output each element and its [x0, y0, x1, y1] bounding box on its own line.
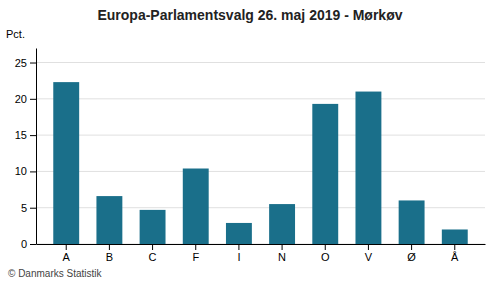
axis-line — [36, 49, 37, 245]
tick-mark — [454, 244, 455, 250]
tick-mark — [66, 244, 67, 250]
tick-mark — [30, 171, 36, 172]
y-axis: 0 5 10 15 20 25 — [15, 49, 37, 251]
footer: © Danmarks Statistik — [8, 268, 103, 279]
bar — [399, 200, 425, 244]
tick-mark — [109, 244, 110, 250]
tick-mark — [368, 244, 369, 250]
tick: 20 — [15, 93, 36, 105]
y-label: Pct. — [6, 28, 25, 40]
tick: Å — [451, 244, 459, 263]
tick: A — [63, 244, 71, 263]
grid-line — [36, 62, 485, 63]
bar — [269, 204, 295, 244]
tick-mark — [30, 208, 36, 209]
tick-label: A — [63, 251, 71, 263]
tick-mark — [30, 63, 36, 64]
tick: B — [106, 244, 113, 263]
tick-label: 20 — [15, 93, 27, 105]
bar — [442, 229, 468, 244]
tick-mark — [152, 244, 153, 250]
tick-label: I — [237, 251, 240, 263]
tick-label: C — [149, 251, 157, 263]
tick-mark — [195, 244, 196, 250]
axis-line — [37, 244, 486, 245]
grid-line — [36, 135, 485, 136]
grid — [36, 63, 485, 244]
tick-label: O — [321, 251, 330, 263]
tick-label: Ø — [407, 251, 416, 263]
bar — [312, 104, 338, 244]
bar — [226, 223, 252, 244]
tick: N — [278, 244, 286, 263]
bar — [183, 169, 209, 244]
tick-label: 5 — [21, 202, 27, 214]
tick: C — [149, 244, 157, 263]
tick-label: 10 — [15, 165, 27, 177]
tick: V — [365, 244, 373, 263]
tick-label: N — [278, 251, 286, 263]
tick-mark — [411, 244, 412, 250]
bar — [355, 92, 381, 244]
title: Europa-Parlamentsvalg 26. maj 2019 - Mør… — [97, 7, 402, 23]
tick: 25 — [15, 57, 36, 69]
tick: I — [237, 244, 240, 263]
tick: 5 — [21, 202, 36, 214]
tick: 10 — [15, 165, 36, 177]
tick-label: 25 — [15, 57, 27, 69]
tick: Ø — [407, 244, 416, 263]
tick-mark — [30, 244, 36, 245]
tick-label: V — [365, 251, 373, 263]
tick: 15 — [15, 129, 36, 141]
tick: O — [321, 244, 330, 263]
tick-mark — [30, 99, 36, 100]
tick: F — [192, 244, 199, 263]
tick-label: B — [106, 251, 113, 263]
chart: A B C F I N O V Ø Å 0 5 10 15 20 25 Europa-Parlamentsval… — [0, 0, 500, 282]
bar — [96, 196, 122, 244]
tick-label: 0 — [21, 238, 27, 250]
tick-mark — [30, 135, 36, 136]
bars — [53, 82, 467, 244]
bar — [140, 210, 166, 244]
tick-label: F — [192, 251, 199, 263]
tick-mark — [325, 244, 326, 250]
tick-mark — [282, 244, 283, 250]
tick: 0 — [21, 238, 36, 250]
x-axis: ABCFINOVØÅ — [37, 244, 486, 263]
grid-line — [36, 98, 485, 99]
grid-line — [36, 171, 485, 172]
bar — [53, 82, 79, 244]
tick-label: Å — [451, 251, 459, 263]
tick-label: 15 — [15, 129, 27, 141]
tick-mark — [238, 244, 239, 250]
